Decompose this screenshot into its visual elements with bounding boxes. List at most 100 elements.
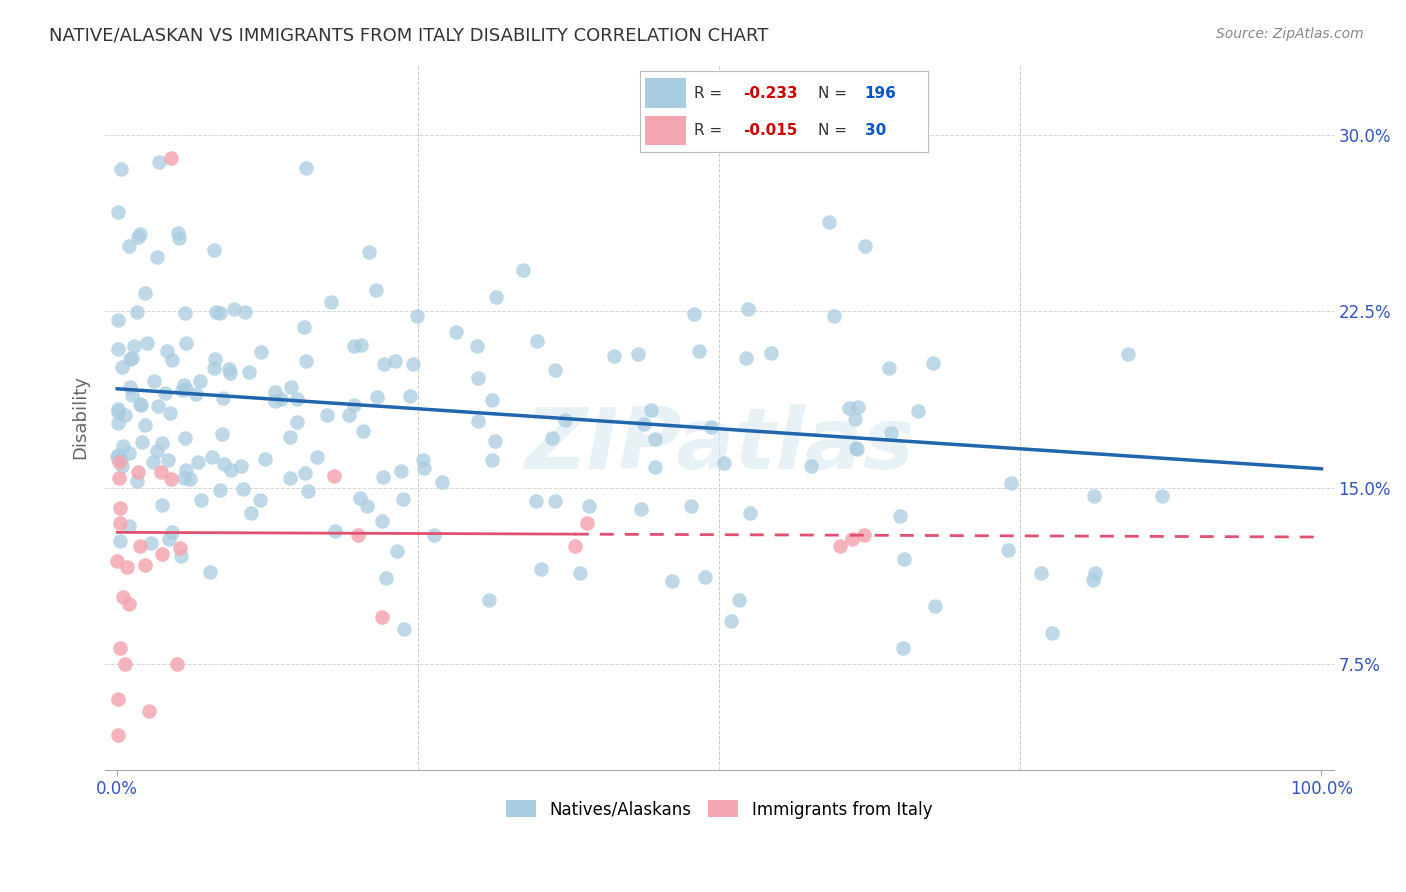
Point <box>575 516 598 530</box>
Point <box>389 464 412 478</box>
Point <box>544 494 567 508</box>
Point <box>150 547 173 561</box>
Point <box>127 465 149 479</box>
Point <box>633 417 655 432</box>
Point <box>893 640 915 655</box>
Point <box>661 574 683 589</box>
Point <box>568 566 591 581</box>
Point <box>467 371 489 385</box>
Point <box>107 342 129 356</box>
Point <box>682 307 704 321</box>
Point <box>184 386 207 401</box>
Point <box>159 151 181 165</box>
Point <box>1040 625 1063 640</box>
Point <box>219 366 242 380</box>
Point <box>350 338 373 352</box>
Point <box>173 471 195 485</box>
Point <box>110 500 132 515</box>
Point <box>238 365 260 379</box>
Point <box>121 351 143 365</box>
Point <box>364 283 387 297</box>
Point <box>212 457 235 471</box>
Point <box>148 155 170 169</box>
Point <box>211 427 233 442</box>
Point <box>162 525 184 540</box>
Point <box>110 641 132 656</box>
Point <box>292 320 315 334</box>
Point <box>467 414 489 428</box>
Point <box>907 404 929 418</box>
Point <box>366 390 388 404</box>
Point <box>343 339 366 353</box>
Point <box>114 657 136 672</box>
Point <box>524 494 547 508</box>
Point <box>384 354 406 368</box>
Point <box>118 519 141 533</box>
Point <box>889 509 911 524</box>
Point <box>169 541 191 555</box>
Point <box>512 263 534 277</box>
Point <box>373 470 395 484</box>
Point <box>156 453 179 467</box>
Point <box>150 498 173 512</box>
Point <box>107 401 129 416</box>
Point <box>297 483 319 498</box>
Point <box>125 475 148 489</box>
Point <box>170 383 193 397</box>
Point <box>375 571 398 585</box>
Point <box>176 463 198 477</box>
Point <box>1084 566 1107 580</box>
Point <box>146 444 169 458</box>
Point <box>484 434 506 449</box>
Point <box>190 493 212 508</box>
Point <box>997 542 1019 557</box>
Point <box>208 483 231 498</box>
Point <box>530 562 553 576</box>
Point <box>188 374 211 388</box>
Point <box>129 397 152 411</box>
Point <box>554 413 576 427</box>
Point <box>222 301 245 316</box>
Point <box>737 301 759 316</box>
Point <box>167 231 190 245</box>
Point <box>187 454 209 468</box>
Point <box>323 468 346 483</box>
Point <box>136 335 159 350</box>
Point <box>139 536 162 550</box>
Point <box>544 363 567 377</box>
Point <box>204 352 226 367</box>
Point <box>118 597 141 611</box>
Point <box>179 472 201 486</box>
Point <box>720 614 742 628</box>
Point <box>323 524 346 538</box>
Point <box>478 592 501 607</box>
Point <box>893 552 915 566</box>
Point <box>134 286 156 301</box>
Point <box>423 528 446 542</box>
Point <box>201 450 224 465</box>
Point <box>166 657 188 672</box>
Point <box>688 344 710 359</box>
Text: ZIPatlas: ZIPatlas <box>524 404 914 487</box>
Point <box>644 459 666 474</box>
Point <box>294 466 316 480</box>
Point <box>105 450 128 465</box>
Point <box>219 463 242 477</box>
Point <box>111 458 134 473</box>
Point <box>131 435 153 450</box>
Point <box>174 306 197 320</box>
Point <box>118 351 141 366</box>
Point <box>110 533 132 548</box>
Point <box>108 471 131 485</box>
Point <box>413 461 436 475</box>
Point <box>761 346 783 360</box>
Point <box>142 374 165 388</box>
Point <box>218 362 240 376</box>
Point <box>823 309 845 323</box>
Point <box>307 450 329 464</box>
Point <box>167 226 190 240</box>
Point <box>198 566 221 580</box>
Point <box>295 161 318 175</box>
Point <box>846 400 869 414</box>
Point <box>110 162 132 177</box>
